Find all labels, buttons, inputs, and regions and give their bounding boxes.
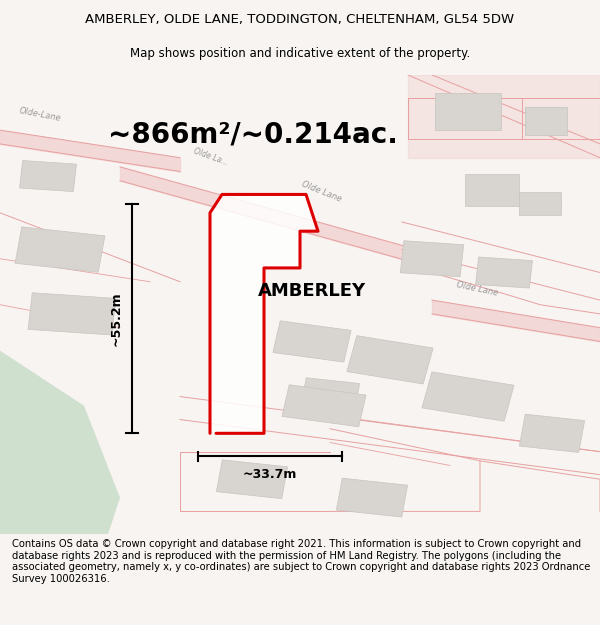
Text: AMBERLEY: AMBERLEY <box>258 282 366 300</box>
Polygon shape <box>273 321 351 362</box>
Polygon shape <box>525 107 567 135</box>
Polygon shape <box>217 460 287 499</box>
Polygon shape <box>519 192 561 215</box>
Polygon shape <box>520 414 584 452</box>
Polygon shape <box>210 194 318 433</box>
Text: Olde Lane: Olde Lane <box>456 280 499 298</box>
Polygon shape <box>347 336 433 384</box>
Polygon shape <box>28 292 116 335</box>
Polygon shape <box>0 351 120 534</box>
Text: Olde-Lane: Olde-Lane <box>18 106 62 123</box>
Polygon shape <box>282 385 366 427</box>
Polygon shape <box>422 372 514 421</box>
Text: Contains OS data © Crown copyright and database right 2021. This information is : Contains OS data © Crown copyright and d… <box>12 539 590 584</box>
Polygon shape <box>337 478 407 517</box>
Polygon shape <box>476 257 532 288</box>
Text: Olde La...: Olde La... <box>192 146 229 167</box>
Text: Map shows position and indicative extent of the property.: Map shows position and indicative extent… <box>130 46 470 59</box>
Polygon shape <box>15 227 105 272</box>
Polygon shape <box>400 241 464 277</box>
Text: AMBERLEY, OLDE LANE, TODDINGTON, CHELTENHAM, GL54 5DW: AMBERLEY, OLDE LANE, TODDINGTON, CHELTEN… <box>85 14 515 26</box>
Polygon shape <box>435 93 501 130</box>
Polygon shape <box>301 378 359 416</box>
Polygon shape <box>465 174 519 206</box>
Text: ~866m²/~0.214ac.: ~866m²/~0.214ac. <box>108 121 398 149</box>
Text: ~33.7m: ~33.7m <box>243 468 297 481</box>
Polygon shape <box>20 161 76 192</box>
Text: Olde Lane: Olde Lane <box>300 179 343 204</box>
Text: ~55.2m: ~55.2m <box>110 291 123 346</box>
